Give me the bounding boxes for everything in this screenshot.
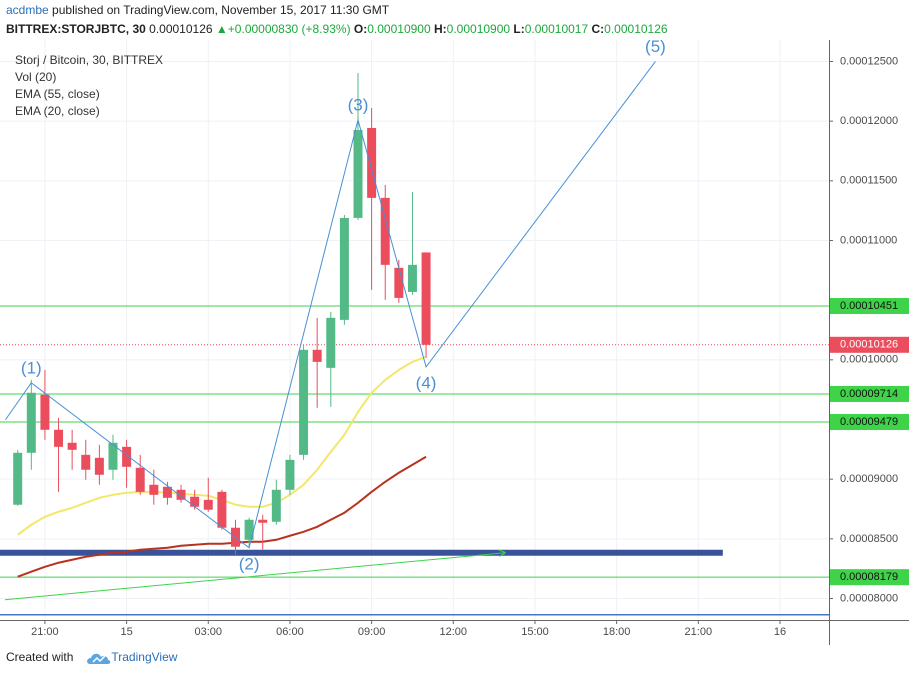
x-tick-label: 21:00	[685, 626, 713, 638]
axes: 0.00012500 0.00012000 0.00011500 0.00011000…	[31, 55, 909, 638]
candle-body	[135, 467, 145, 492]
candle-body	[326, 317, 336, 368]
current-price-box	[830, 336, 909, 353]
y-tick-label: 0.00012000	[840, 115, 898, 127]
candle-body	[367, 127, 377, 198]
candle-body	[54, 429, 64, 447]
level-label-box	[830, 385, 909, 402]
candle-body	[353, 129, 363, 218]
wave-label: (1)	[21, 358, 42, 377]
candle-body	[421, 252, 431, 345]
candle-body	[67, 442, 77, 450]
ema-line	[17, 455, 427, 578]
candle-body	[339, 217, 349, 320]
ohlc-label: H:	[434, 22, 447, 36]
candle-body	[285, 459, 295, 490]
x-tick-label: 21:00	[31, 626, 59, 638]
candle-body	[299, 349, 309, 455]
x-tick-label: 16	[774, 626, 786, 638]
ohlc-value: 0.00010900	[446, 22, 511, 36]
ohlc-value: 0.00010017	[524, 22, 589, 36]
ohlc-value: 0.00010126	[604, 22, 668, 36]
level-label-box	[830, 569, 909, 586]
quote-line: BITTREX:STORJBTC, 30 0.00010126 ▲+0.0000…	[6, 22, 668, 36]
footer-text: Created with	[6, 650, 74, 664]
candle-body	[13, 452, 23, 505]
current-price-label: 0.00010126	[840, 339, 898, 351]
level-label: 0.00009714	[840, 388, 898, 400]
candle-body	[190, 496, 200, 507]
ohlc-label: L:	[513, 22, 525, 36]
x-tick-label: 15	[120, 626, 132, 638]
candle-body	[407, 264, 417, 292]
legend-ema: EMA (20, close)	[15, 104, 100, 118]
level-label: 0.00009479	[840, 416, 898, 428]
candle-body	[394, 267, 404, 298]
y-tick-label: 0.00010000	[840, 354, 898, 366]
change-icon: ▲	[215, 22, 228, 36]
author[interactable]: acdmbe	[6, 3, 49, 17]
wave-label: (2)	[239, 554, 260, 573]
y-tick-label: 0.00011500	[840, 175, 897, 187]
change: +0.00000830 (+8.93%)	[227, 22, 351, 36]
candle-body	[40, 394, 50, 430]
publish-line: acdmbe published on TradingView.com, Nov…	[6, 3, 389, 17]
candle-body	[203, 499, 213, 510]
y-tick-label: 0.00008500	[840, 533, 898, 545]
level-label-box	[830, 414, 909, 431]
wave-label: (4)	[416, 373, 437, 392]
candle-body	[271, 489, 281, 522]
drawing-line	[4, 553, 505, 601]
wave-label: (5)	[645, 37, 666, 56]
published: published on TradingView.com, November 1…	[52, 3, 390, 17]
y-tick-label: 0.00008000	[840, 592, 898, 604]
candle-body	[380, 197, 390, 265]
x-tick-label: 09:00	[358, 626, 386, 638]
level-label-box	[830, 298, 909, 315]
brand[interactable]: TradingView	[111, 650, 178, 664]
x-tick-label: 03:00	[195, 626, 223, 638]
candle-body	[312, 349, 322, 362]
legend-ema: EMA (55, close)	[15, 87, 100, 101]
candle-body	[81, 454, 91, 470]
legend-volume: Vol (20)	[15, 70, 56, 84]
level-label: 0.00008179	[840, 571, 898, 583]
candle-body	[176, 489, 186, 500]
candle-body	[244, 519, 254, 540]
price: 0.00010126	[149, 22, 213, 36]
y-tick-label: 0.00012500	[840, 55, 898, 67]
ohlc-label: C:	[591, 22, 605, 36]
candle-body	[217, 491, 227, 528]
grid	[0, 40, 829, 620]
ohlc-label: O:	[353, 22, 368, 36]
footer: Created with TradingView	[6, 650, 177, 664]
wave-label: (3)	[348, 95, 369, 114]
symbol: BITTREX:STORJBTC, 30	[6, 22, 146, 36]
candle-body	[122, 446, 132, 467]
legend-title: Storj / Bitcoin, 30, BITTREX	[15, 53, 163, 67]
candle-body	[258, 519, 268, 523]
tradingview-logo	[87, 653, 111, 664]
x-tick-label: 12:00	[440, 626, 468, 638]
x-tick-label: 18:00	[603, 626, 631, 638]
candle-body	[108, 442, 118, 470]
x-tick-label: 06:00	[276, 626, 304, 638]
candle-body	[162, 486, 172, 498]
candle-body	[26, 392, 36, 453]
y-tick-label: 0.00009000	[840, 473, 898, 485]
plot-area	[0, 61, 829, 601]
wave-line	[5, 61, 656, 549]
x-tick-label: 15:00	[521, 626, 549, 638]
y-tick-label: 0.00011000	[840, 234, 897, 246]
candle-body	[149, 484, 159, 495]
level-label: 0.00010451	[840, 300, 898, 312]
candle-body	[94, 457, 104, 475]
ohlc-value: 0.00010900	[367, 22, 431, 36]
